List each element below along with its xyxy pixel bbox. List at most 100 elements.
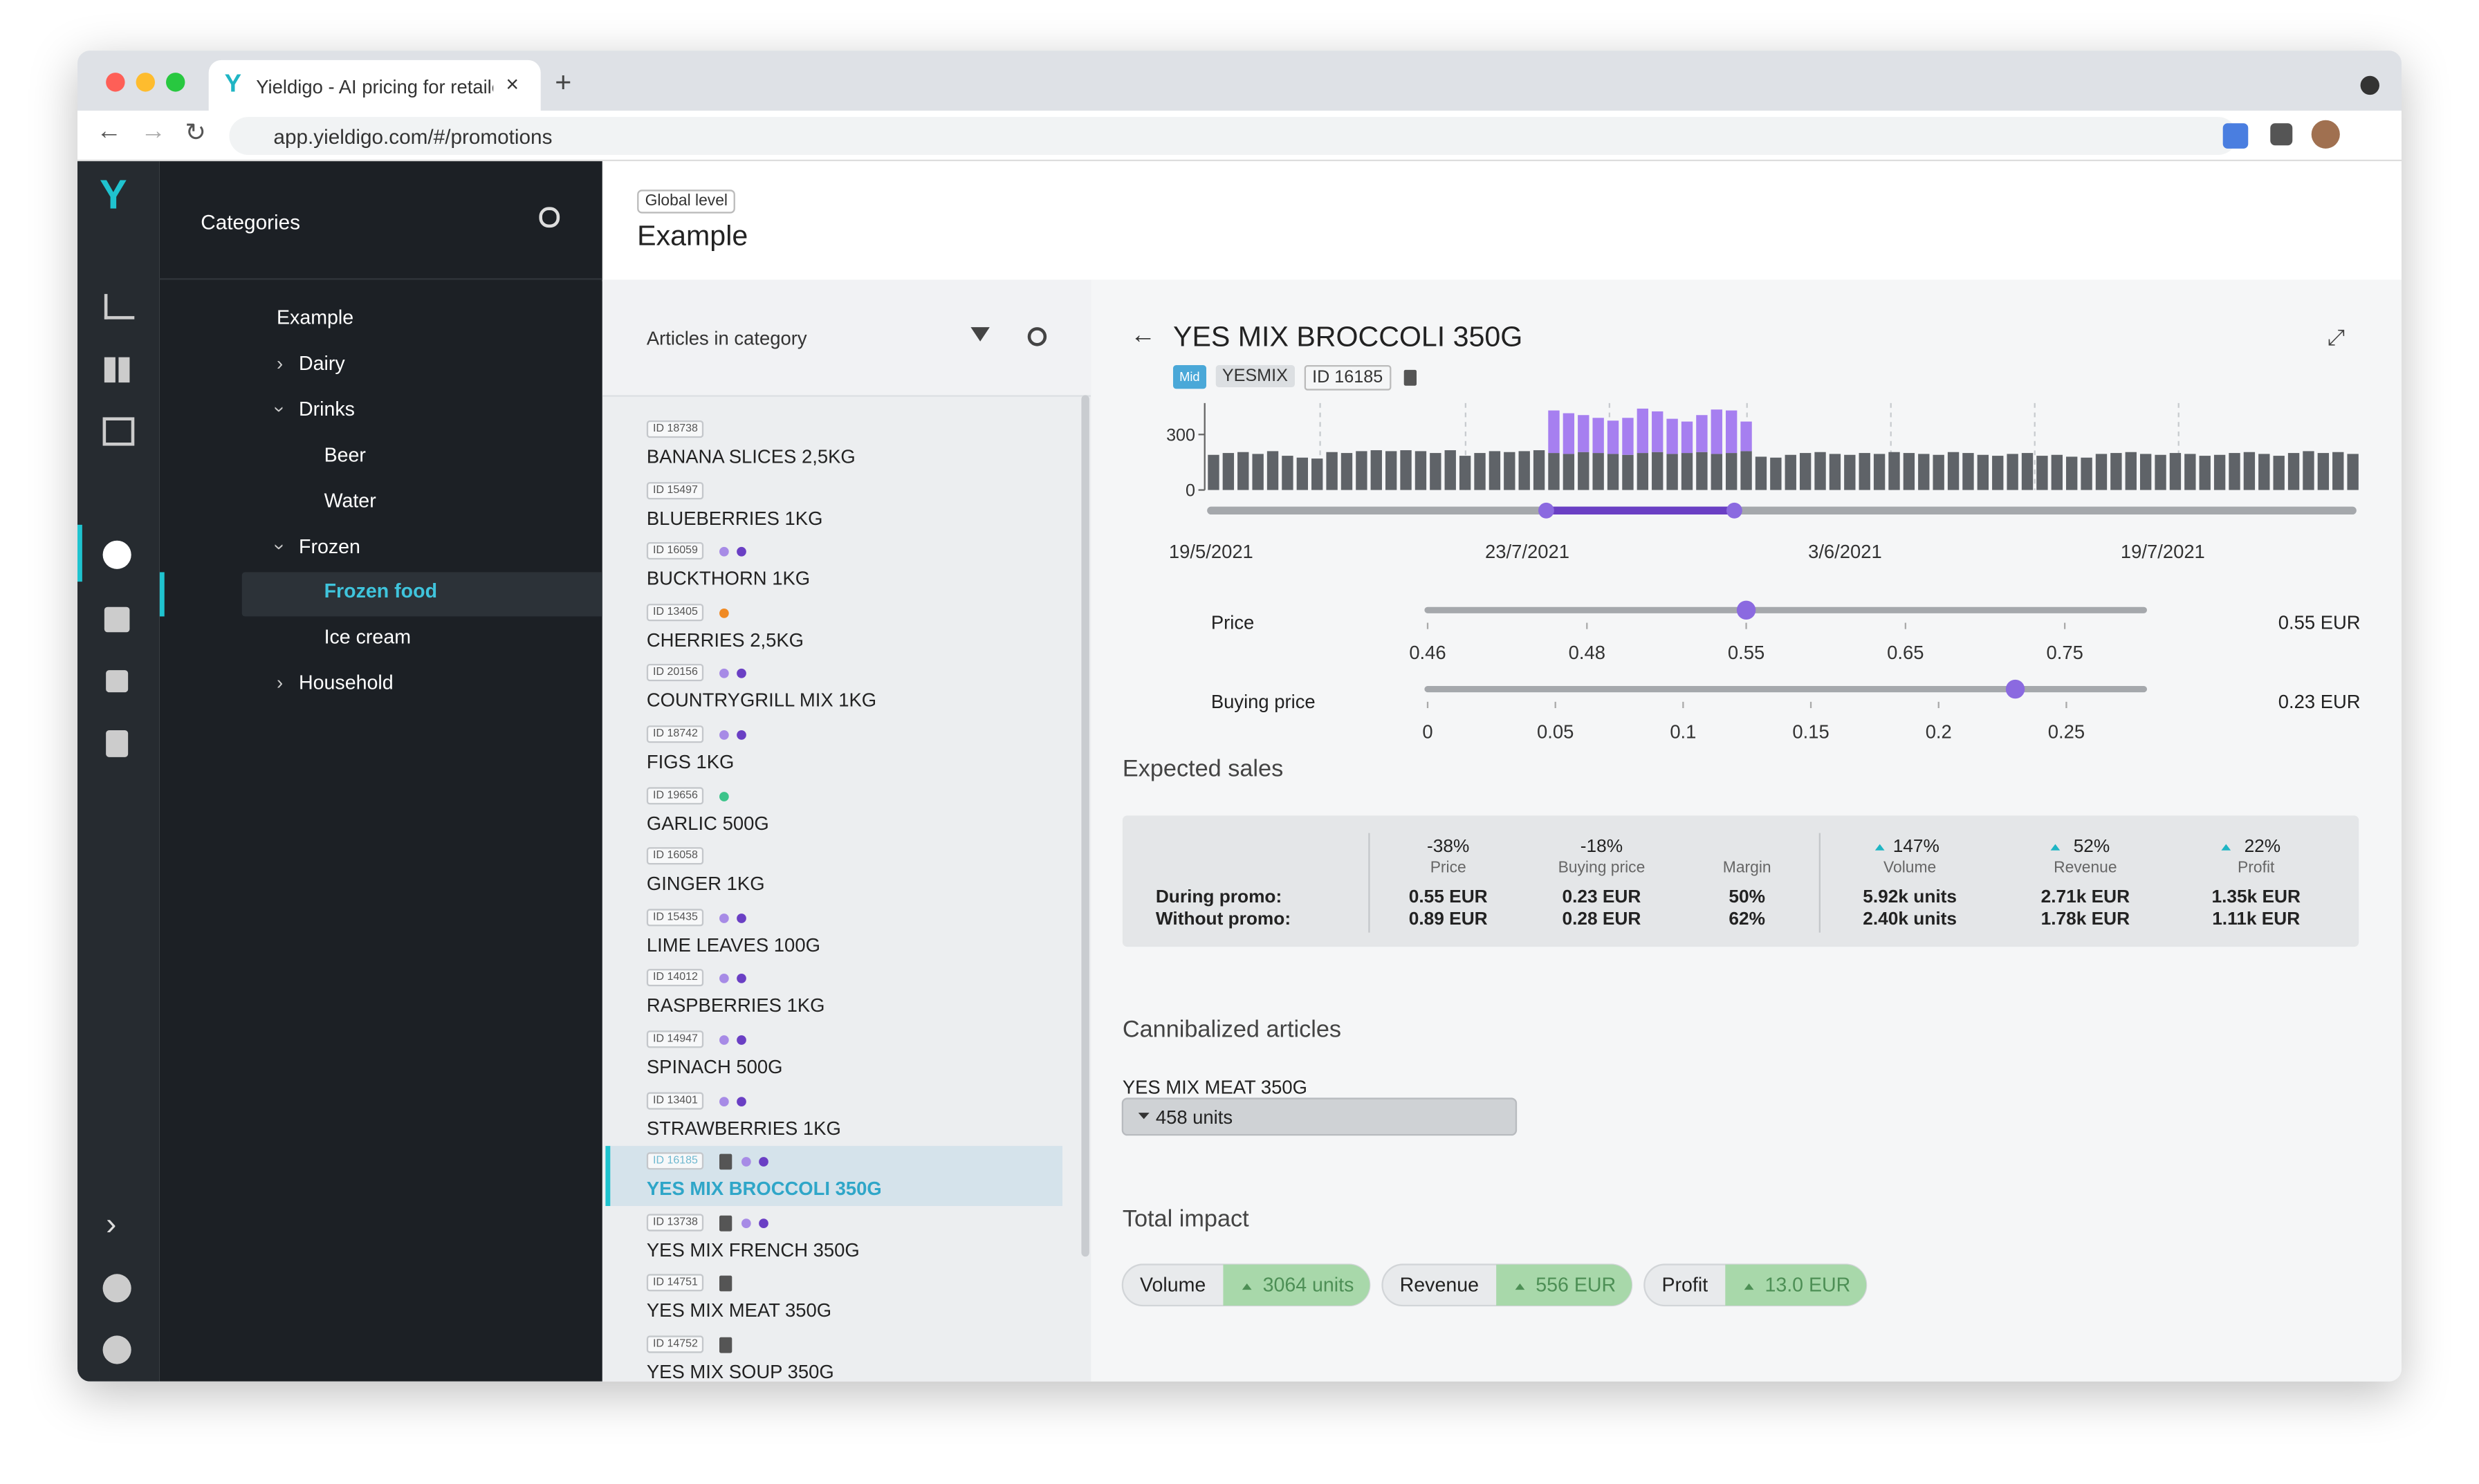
bar bbox=[1696, 415, 1708, 452]
article-name[interactable]: CHERRIES 2,5KG bbox=[646, 629, 804, 651]
bottle-icon bbox=[719, 1337, 732, 1353]
account-button[interactable] bbox=[102, 1335, 131, 1364]
nav-compare[interactable] bbox=[104, 357, 116, 383]
filter-button[interactable] bbox=[970, 327, 990, 342]
tree-item[interactable]: Drinks bbox=[298, 398, 355, 420]
bar bbox=[1266, 451, 1279, 490]
promo-value: 0.55 EUR bbox=[1409, 886, 1488, 907]
nav-tasks[interactable] bbox=[106, 730, 129, 757]
extensions-button[interactable] bbox=[2270, 123, 2293, 146]
article-name[interactable]: RASPBERRIES 1KG bbox=[646, 994, 825, 1017]
tree-item[interactable]: Household bbox=[298, 671, 394, 694]
bar bbox=[1237, 452, 1249, 490]
tree-item[interactable]: Dairy bbox=[298, 352, 345, 375]
slider-handle[interactable] bbox=[2005, 679, 2025, 699]
without-value: 1.78k EUR bbox=[2041, 908, 2130, 929]
article-id: ID 15435 bbox=[646, 908, 705, 926]
pill-value-bg bbox=[1496, 1264, 1632, 1306]
tree-item[interactable]: Water bbox=[324, 489, 376, 512]
article-name[interactable]: STRAWBERRIES 1KG bbox=[646, 1117, 841, 1140]
article-name[interactable]: COUNTRYGRILL MIX 1KG bbox=[646, 689, 877, 712]
slider-tick-label: 0.15 bbox=[1792, 721, 1829, 742]
zoom-button[interactable] bbox=[165, 73, 185, 92]
article-name[interactable]: LIME LEAVES 100G bbox=[646, 934, 820, 956]
articles-search[interactable] bbox=[1027, 327, 1047, 346]
article-id: ID 18742 bbox=[646, 725, 705, 743]
scrollbar[interactable] bbox=[1081, 395, 1089, 1257]
tree-item[interactable]: Ice cream bbox=[324, 626, 412, 649]
status-dot bbox=[759, 1157, 768, 1167]
up-arrow bbox=[1874, 844, 1885, 851]
article-name[interactable]: BUCKTHORN 1KG bbox=[646, 567, 811, 590]
forward-button[interactable]: → bbox=[140, 118, 166, 146]
tab-favicon: Y bbox=[224, 71, 241, 98]
bar bbox=[1444, 450, 1456, 490]
expand-rail[interactable]: › bbox=[106, 1207, 117, 1243]
nav-promotions[interactable] bbox=[102, 540, 131, 569]
change: 22% bbox=[2245, 835, 2281, 856]
status-dot bbox=[737, 547, 746, 557]
slider-value: 0.55 EUR bbox=[2278, 612, 2361, 633]
address-bar[interactable]: app.yieldigo.com/#/promotions bbox=[229, 117, 2238, 155]
minimize-button[interactable] bbox=[136, 73, 155, 92]
range-handle[interactable] bbox=[1726, 502, 1742, 519]
article-name[interactable]: BLUEBERRIES 1KG bbox=[646, 506, 823, 529]
sidebar-search[interactable] bbox=[539, 207, 560, 228]
article-name[interactable]: YES MIX SOUP 350G bbox=[646, 1360, 834, 1382]
without-value: 62% bbox=[1729, 908, 1765, 929]
article-name[interactable]: FIGS 1KG bbox=[646, 750, 735, 773]
expand-button[interactable]: ⤢ bbox=[2327, 324, 2346, 350]
avatar[interactable] bbox=[2311, 120, 2340, 149]
status-dot bbox=[741, 1157, 751, 1167]
bar bbox=[2184, 454, 2196, 490]
close-button[interactable] bbox=[106, 73, 125, 92]
article-name[interactable]: BANANA SLICES 2,5KG bbox=[646, 445, 856, 468]
tab-title: Yieldigo - AI pricing for retailer bbox=[256, 75, 494, 98]
status-dot bbox=[737, 974, 746, 984]
article-name[interactable]: SPINACH 500G bbox=[646, 1055, 783, 1078]
info-button[interactable] bbox=[102, 1274, 131, 1303]
reload-button[interactable]: ↻ bbox=[185, 120, 207, 147]
up-arrow bbox=[2221, 844, 2231, 851]
without-value: 0.89 EUR bbox=[1409, 908, 1488, 929]
x-label: 19/7/2021 bbox=[2121, 541, 2205, 562]
bar bbox=[1311, 458, 1323, 490]
back-arrow[interactable]: ← bbox=[1130, 322, 1156, 350]
bar bbox=[1326, 452, 1338, 490]
new-tab[interactable]: + bbox=[555, 66, 572, 98]
back-button[interactable]: ← bbox=[96, 118, 122, 146]
slider-tick-label: 0.2 bbox=[1926, 721, 1952, 742]
article-name[interactable]: YES MIX MEAT 350G bbox=[646, 1299, 832, 1322]
impact-pill: Profit 13.0 EUR bbox=[1661, 1274, 1850, 1296]
article-name[interactable]: GARLIC 500G bbox=[646, 811, 769, 834]
nav-products[interactable] bbox=[104, 606, 130, 633]
nav-analytics[interactable] bbox=[104, 294, 135, 319]
bottle-icon bbox=[1403, 369, 1417, 386]
bar bbox=[2139, 454, 2152, 490]
tree-item[interactable]: Example bbox=[276, 306, 354, 329]
article-id: ID 14947 bbox=[646, 1030, 705, 1048]
article-name[interactable]: YES MIX BROCCOLI 350G bbox=[646, 1178, 882, 1200]
status-dot bbox=[719, 974, 729, 984]
extension-icon[interactable] bbox=[2222, 123, 2249, 149]
bar bbox=[1666, 418, 1678, 454]
article-name[interactable]: YES MIX FRENCH 350G bbox=[646, 1239, 860, 1261]
range-handle[interactable] bbox=[1538, 502, 1554, 519]
article-id: ID 14752 bbox=[646, 1335, 705, 1353]
slider-tick-label: 0 bbox=[1422, 721, 1432, 742]
tab[interactable]: Y Yieldigo - AI pricing for retailer × bbox=[208, 59, 541, 111]
bar bbox=[1755, 456, 1767, 490]
tab-close[interactable]: × bbox=[506, 71, 519, 97]
article-name[interactable]: GINGER 1KG bbox=[646, 873, 765, 896]
tree-toggle[interactable]: › bbox=[276, 352, 284, 375]
nav-lock[interactable] bbox=[106, 670, 129, 693]
article-id: ID 13738 bbox=[646, 1213, 705, 1232]
tree-item[interactable]: Frozen bbox=[298, 535, 360, 557]
nav-report[interactable] bbox=[102, 417, 135, 446]
tree-toggle[interactable]: › bbox=[276, 671, 284, 694]
tree-item[interactable]: Beer bbox=[324, 443, 366, 466]
slider-handle[interactable] bbox=[1736, 600, 1756, 620]
profile-menu[interactable] bbox=[2360, 75, 2379, 95]
bar bbox=[1770, 457, 1782, 490]
tree-item[interactable]: Frozen food bbox=[324, 580, 438, 603]
